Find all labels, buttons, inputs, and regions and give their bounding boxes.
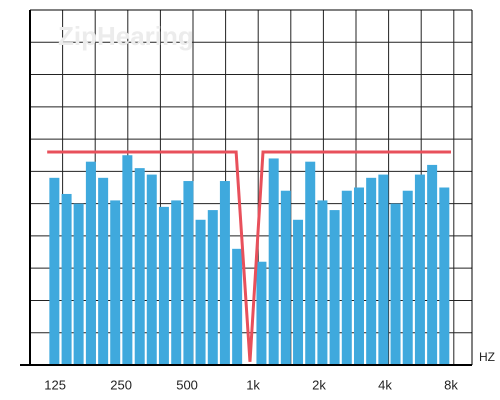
x-tick-label: 500 bbox=[176, 377, 198, 392]
x-tick-label: 125 bbox=[44, 377, 66, 392]
bar bbox=[439, 187, 450, 365]
bar bbox=[49, 177, 60, 365]
bar bbox=[353, 187, 364, 365]
bar bbox=[158, 206, 169, 365]
bar bbox=[134, 168, 145, 365]
bar bbox=[293, 219, 304, 365]
bar bbox=[378, 174, 389, 365]
x-tick-label: 4k bbox=[378, 377, 392, 392]
bar bbox=[232, 248, 243, 365]
x-tick-label: 1k bbox=[246, 377, 260, 392]
x-tick-label: 8k bbox=[444, 377, 458, 392]
bar bbox=[110, 200, 121, 365]
bar bbox=[122, 155, 133, 365]
bar bbox=[98, 177, 109, 365]
threshold-line bbox=[47, 150, 451, 362]
bar bbox=[341, 190, 352, 365]
watermark: ZipHearing bbox=[58, 21, 194, 51]
bar bbox=[146, 174, 157, 365]
x-axis-label: HZ bbox=[479, 350, 495, 364]
bar bbox=[390, 203, 401, 365]
x-tick-label: 2k bbox=[312, 377, 326, 392]
bar bbox=[317, 200, 328, 365]
bar bbox=[402, 190, 413, 365]
bar bbox=[171, 200, 182, 365]
bar bbox=[207, 210, 218, 365]
bar bbox=[183, 181, 194, 365]
bar bbox=[219, 181, 230, 365]
bar bbox=[329, 210, 340, 365]
bar bbox=[280, 190, 291, 365]
bar bbox=[195, 219, 206, 365]
bar bbox=[414, 174, 425, 365]
bar bbox=[305, 161, 316, 365]
bar bbox=[85, 161, 96, 365]
bar bbox=[73, 203, 84, 365]
bar bbox=[256, 261, 267, 365]
bar bbox=[427, 164, 438, 365]
x-tick-label: 250 bbox=[110, 377, 132, 392]
plot bbox=[20, 9, 473, 366]
bar bbox=[268, 158, 279, 365]
bar bbox=[366, 177, 377, 365]
bar bbox=[61, 193, 72, 365]
